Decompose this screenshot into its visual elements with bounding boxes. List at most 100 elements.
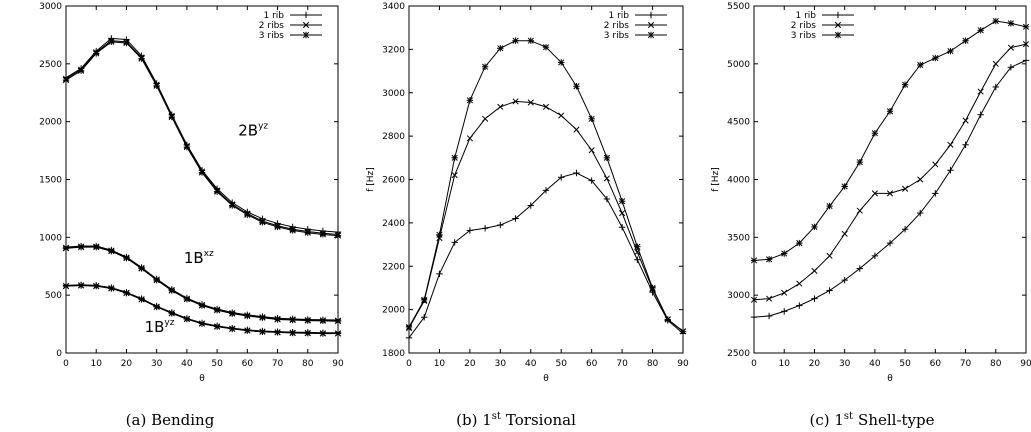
data-point [796, 302, 803, 309]
data-point [992, 60, 999, 67]
data-point [304, 330, 311, 337]
data-point [1007, 44, 1014, 51]
y-tick-label: 2500 [727, 349, 750, 359]
series-line-3-ribs [753, 20, 1027, 261]
legend-marker [647, 31, 655, 39]
data-point [781, 289, 788, 296]
data-point [334, 330, 342, 337]
data-point [62, 245, 70, 252]
data-point [781, 308, 788, 315]
y-tick-label: 2600 [382, 176, 405, 186]
x-tick-label: 30 [495, 359, 507, 369]
data-point [886, 239, 894, 247]
caption-shell-post: Shell-type [858, 411, 935, 429]
data-point [750, 257, 758, 264]
y-tick-label: 4500 [727, 118, 750, 128]
data-point [334, 317, 342, 325]
data-point [1022, 23, 1030, 31]
data-point [603, 195, 611, 203]
x-tick-label: 80 [647, 359, 659, 369]
data-point [289, 329, 296, 337]
data-point [679, 328, 687, 335]
data-point [93, 282, 100, 290]
x-tick-label: 80 [990, 359, 1002, 369]
data-point [213, 307, 221, 314]
x-tick-label: 90 [1020, 359, 1031, 369]
legend-label: 3 ribs [791, 31, 817, 41]
data-point [932, 190, 939, 197]
x-axis-label: θ [199, 374, 205, 384]
data-point [512, 215, 519, 222]
x-tick-label: 20 [121, 359, 133, 369]
data-point [153, 276, 160, 284]
data-point [826, 202, 833, 210]
data-point [750, 313, 758, 321]
data-point [811, 295, 818, 302]
data-point [664, 316, 671, 323]
data-point [527, 37, 534, 44]
data-point [932, 54, 939, 62]
data-point [319, 330, 327, 337]
data-point [588, 115, 595, 122]
data-point [259, 314, 266, 321]
x-tick-label: 90 [677, 359, 689, 369]
data-point [62, 76, 70, 84]
data-point [588, 147, 595, 154]
legend-label: 2 ribs [604, 21, 630, 31]
data-point [871, 130, 879, 137]
x-tick-label: 30 [151, 359, 163, 369]
data-point [289, 316, 296, 324]
x-axis-label: θ [887, 374, 893, 384]
data-point [62, 282, 70, 290]
data-point [244, 312, 251, 320]
data-point [451, 154, 458, 162]
shell-type-chart: 0 10 20 30 40 50 60 70 80 90 2500 3000 3500 4000 4500 5… [711, 2, 1031, 384]
y-tick-label: 4000 [727, 176, 750, 186]
data-point [229, 325, 236, 333]
data-point [1022, 41, 1030, 48]
data-point [901, 226, 909, 233]
data-point [259, 328, 266, 336]
curve-annotation: 1Byz [145, 318, 175, 336]
plot-frame [65, 5, 339, 354]
x-tick-label: 30 [839, 359, 851, 369]
data-point [766, 295, 773, 302]
data-point [917, 61, 924, 69]
x-tick-label: 10 [778, 359, 790, 369]
data-point [451, 172, 458, 179]
caption-torsional: (b) 1st Torsional [456, 411, 576, 429]
data-point [319, 317, 327, 325]
x-tick-label: 40 [869, 359, 881, 369]
series-line-3-ribs [65, 41, 339, 237]
data-point [304, 229, 311, 236]
data-point [634, 243, 641, 250]
data-point [466, 135, 473, 142]
x-tick-label: 20 [464, 359, 476, 369]
caption-shell-type: (c) 1st Shell-type [809, 411, 934, 429]
x-tick-label: 0 [63, 359, 69, 369]
data-point [93, 243, 100, 251]
data-point [334, 232, 342, 239]
data-point [138, 265, 145, 272]
data-point [213, 323, 221, 330]
data-point [497, 45, 504, 52]
data-point [841, 276, 848, 284]
data-point [451, 239, 458, 246]
y-tick-label: 1000 [39, 233, 62, 243]
x-tick-label: 10 [434, 359, 446, 369]
data-point [619, 210, 626, 217]
plot-frame [753, 5, 1027, 354]
x-tick-label: 40 [181, 359, 193, 369]
y-tick-label: 2400 [382, 219, 405, 229]
data-point [168, 287, 175, 294]
data-point [421, 296, 428, 304]
data-point [138, 55, 145, 62]
y-tick-label: 5500 [727, 2, 750, 12]
data-point [886, 190, 894, 197]
data-point [77, 67, 85, 74]
data-point [947, 167, 954, 174]
data-point [901, 81, 909, 88]
y-tick-label: 1500 [39, 176, 62, 186]
data-point [765, 256, 773, 263]
